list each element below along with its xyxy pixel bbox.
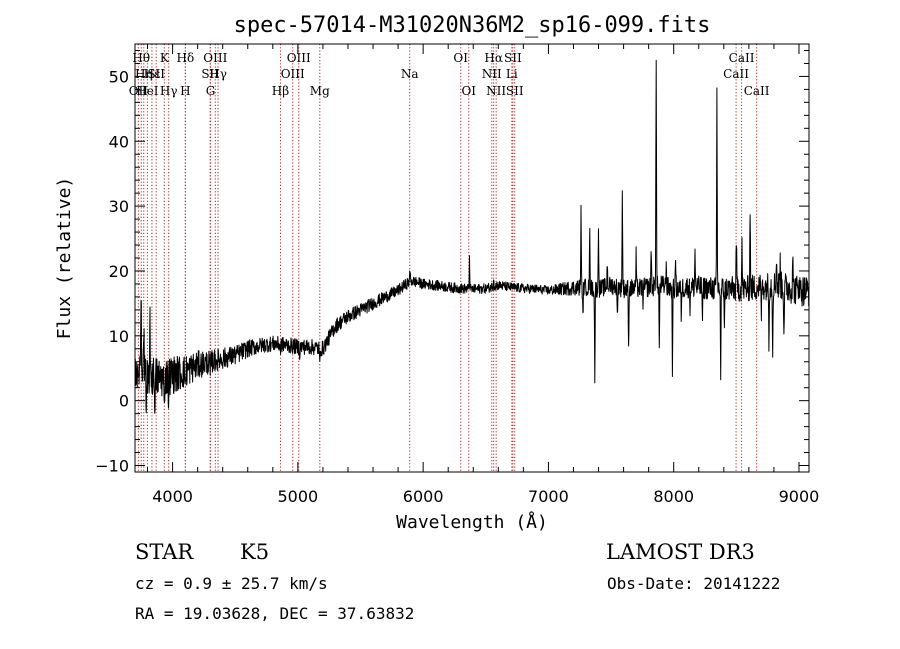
y-tick-label: 10 [109,327,129,346]
line-marker-label: SII [504,51,522,65]
line-marker-label: Hθ [132,51,150,65]
spectral-line-markers [137,44,758,472]
line-marker-label: OIII [281,67,305,81]
line-marker-label: H [180,84,190,98]
observation-date: Obs-Date: 20141222 [607,574,781,593]
x-tick-label: 4000 [152,487,193,506]
line-marker-label: OI [461,84,476,98]
line-marker-label: SII [147,67,165,81]
line-marker-label: Hε [144,67,161,81]
line-marker-label: Hγ [160,84,178,98]
x-axis-label: Wavelength (Å) [396,511,548,533]
y-tick-label: −10 [95,457,129,476]
line-marker-label: Hγ [209,67,227,81]
line-marker-label: K [160,51,170,65]
coordinates-readout: RA = 19.03628, DEC = 37.63832 [135,604,415,623]
line-marker-label: SII [201,67,219,81]
x-tick-label: 5000 [278,487,319,506]
line-marker-label: NII [482,67,502,81]
line-marker-label: CaII [744,84,770,98]
line-marker-label: CaII [723,67,749,81]
x-tick-label: 6000 [403,487,444,506]
line-marker-label: OIII [287,51,311,65]
spectral-subclass: K5 [240,540,270,564]
line-marker-label: SII [506,84,524,98]
y-tick-label: 40 [109,132,129,151]
redshift-readout: cz = 0.9 ± 25.7 km/s [135,574,328,593]
line-marker-label: Hη [135,67,153,81]
line-marker-label: Li [506,67,518,81]
plot-frame [134,43,810,473]
line-marker-label: G [206,84,216,98]
flux-series-line [134,59,810,414]
line-marker-label: OIII [203,51,227,65]
line-marker-label: Hδ [177,51,195,65]
y-tick-label: 50 [109,67,129,86]
x-tick-label: 9000 [779,487,820,506]
line-marker-label: Mg [310,84,330,98]
chart-title: spec-57014-M31020N36M2_sp16-099.fits [234,13,711,38]
y-tick-label: 0 [119,392,129,411]
line-marker-label: Na [401,67,419,81]
line-marker-label: Hα [484,51,503,65]
y-axis-label: Flux (relative) [54,177,75,340]
object-class: STAR [135,540,194,564]
line-marker-label: HeI [136,84,159,98]
line-marker-label: NII [486,84,506,98]
survey-name: LAMOST DR3 [606,540,755,564]
line-marker-label: OII [129,84,149,98]
x-tick-label: 8000 [653,487,694,506]
x-axis-ticks: 4000 5000 6000 7000 8000 9000 [147,44,820,506]
x-tick-label: 7000 [528,487,569,506]
y-axis-ticks: −10 0 10 20 30 40 50 [95,49,809,476]
line-marker-label: Hβ [272,84,289,98]
line-marker-label: CaII [729,51,755,65]
y-tick-label: 30 [109,197,129,216]
line-marker-label: OI [453,51,468,65]
y-tick-label: 20 [109,262,129,281]
